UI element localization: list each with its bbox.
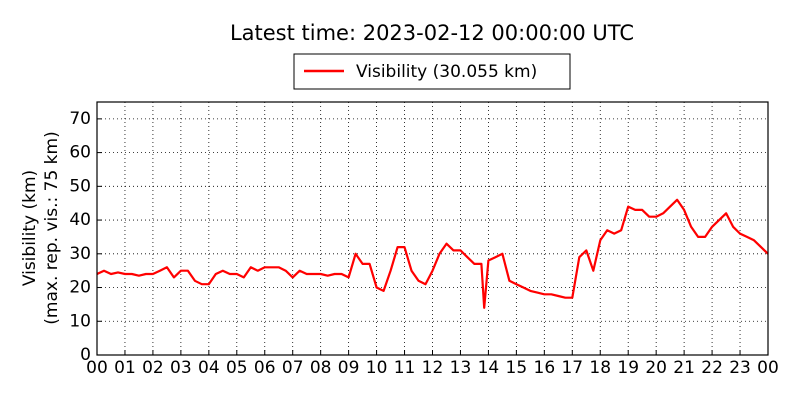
y-tick-label: 40 (69, 210, 91, 230)
x-tick-label: 20 (645, 358, 667, 378)
y-tick-label: 70 (69, 109, 91, 129)
x-tick-label: 21 (673, 358, 695, 378)
y-axis-label: (max. rep. vis.: 75 km) (42, 131, 62, 324)
y-tick-label: 50 (69, 176, 91, 196)
y-tick-label: 30 (69, 244, 91, 264)
data-line (96, 198, 769, 309)
y-axis-label: Visibility (km) (20, 170, 40, 286)
x-tick-label: 00 (757, 358, 779, 378)
x-tick-label: 00 (86, 358, 108, 378)
x-tick-label: 05 (226, 358, 248, 378)
x-tick-label: 02 (142, 358, 164, 378)
x-tick-label: 04 (198, 358, 220, 378)
x-tick-label: 06 (254, 358, 276, 378)
x-tick-label: 14 (478, 358, 500, 378)
x-tick-label: 22 (701, 358, 723, 378)
x-tick-label: 10 (366, 358, 388, 378)
x-tick-label: 17 (561, 358, 583, 378)
x-tick-label: 18 (589, 358, 611, 378)
plot-frame (96, 101, 769, 356)
y-tick-label: 0 (80, 345, 91, 365)
x-tick-label: 08 (310, 358, 332, 378)
x-tick-label: 16 (534, 358, 556, 378)
y-tick-label: 10 (69, 311, 91, 331)
x-tick-label: 03 (170, 358, 192, 378)
x-tick-label: 13 (450, 358, 472, 378)
x-tick-label: 07 (282, 358, 304, 378)
y-tick-label: 20 (69, 278, 91, 298)
x-tick-label: 19 (617, 358, 639, 378)
x-tick-label: 01 (114, 358, 136, 378)
legend-label: Visibility (30.055 km) (356, 62, 537, 82)
chart-title: Latest time: 2023-02-12 00:00:00 UTC (230, 21, 634, 45)
x-tick-label: 15 (506, 358, 528, 378)
x-tick-label: 09 (338, 358, 360, 378)
x-tick-label: 12 (422, 358, 444, 378)
x-tick-label: 23 (729, 358, 751, 378)
x-tick-label: 11 (394, 358, 416, 378)
y-tick-label: 60 (69, 143, 91, 163)
